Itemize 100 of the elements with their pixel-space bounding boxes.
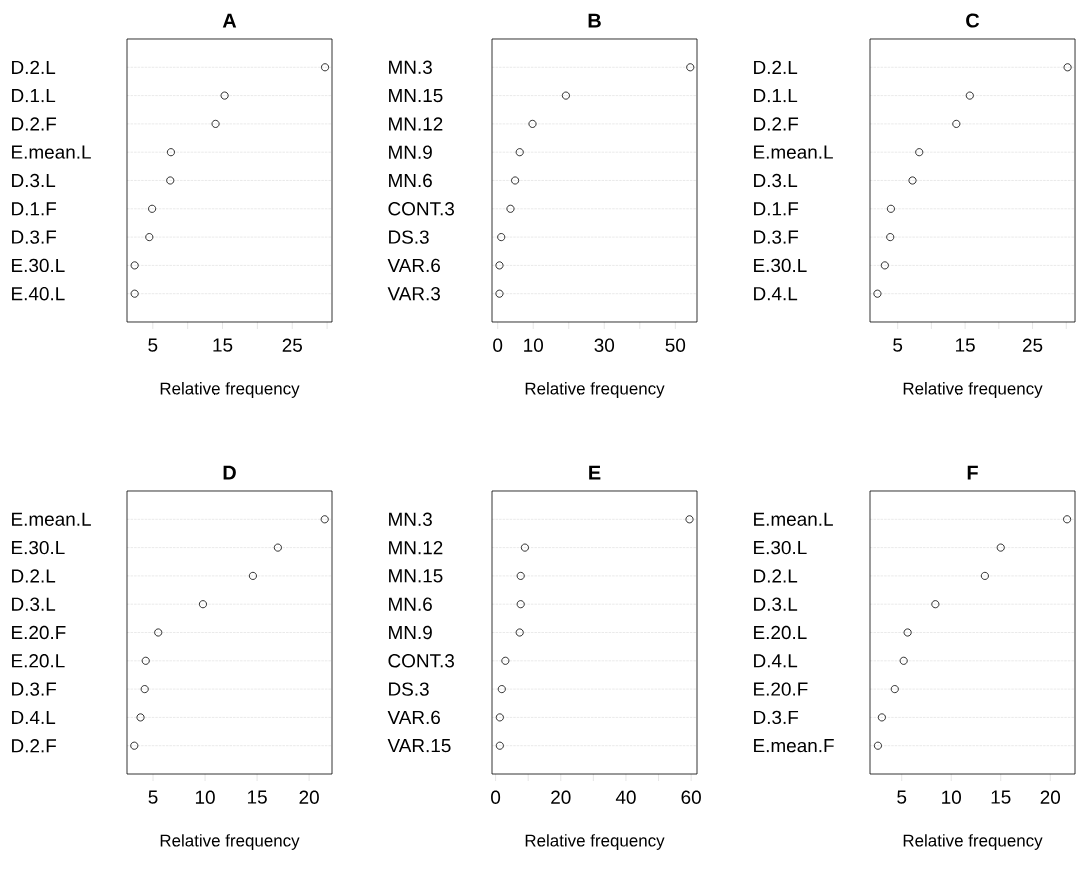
point bbox=[166, 148, 175, 157]
y-tick-label: D.2.L bbox=[754, 60, 798, 74]
point bbox=[248, 571, 257, 580]
x-axis-title: Relative frequency bbox=[160, 382, 300, 398]
point bbox=[136, 713, 145, 722]
y-tick-label: MN.12 bbox=[389, 540, 443, 555]
y-tick-label: E.20.L bbox=[12, 654, 65, 668]
chart-title: A bbox=[222, 13, 237, 28]
point bbox=[220, 91, 229, 100]
x-tick-label: 20 bbox=[1040, 790, 1061, 804]
chart-title: F bbox=[967, 465, 978, 480]
y-tick-label: D.3.L bbox=[12, 173, 56, 188]
point bbox=[506, 204, 515, 213]
point bbox=[495, 713, 504, 722]
point bbox=[890, 685, 899, 694]
point bbox=[198, 600, 207, 609]
point bbox=[495, 261, 504, 270]
point bbox=[321, 63, 330, 72]
y-tick-label: MN.15 bbox=[389, 89, 443, 103]
point bbox=[528, 119, 537, 128]
point bbox=[130, 289, 139, 298]
y-tick-label: D.1.F bbox=[12, 202, 57, 216]
y-tick-label: D.3.L bbox=[754, 173, 798, 188]
x-axis-title: Relative frequency bbox=[903, 834, 1043, 850]
y-tick-label: MN.9 bbox=[389, 625, 432, 640]
x-tick-label: 15 bbox=[213, 338, 233, 352]
y-tick-label: MN.3 bbox=[389, 512, 432, 526]
y-tick-label: E.30.L bbox=[754, 258, 807, 273]
x-tick-label: 5 bbox=[893, 338, 903, 352]
y-tick-label: D.4.L bbox=[754, 287, 798, 301]
x-tick-label: 15 bbox=[247, 790, 267, 804]
point bbox=[1063, 63, 1072, 72]
y-tick-label: D.1.F bbox=[754, 202, 799, 216]
y-tick-label: MN.12 bbox=[389, 117, 443, 131]
point bbox=[915, 148, 924, 157]
x-tick-label: 0 bbox=[491, 790, 501, 804]
y-tick-label: D.2.L bbox=[754, 569, 798, 583]
y-tick-label: MN.9 bbox=[389, 145, 432, 159]
point bbox=[686, 63, 695, 72]
y-tick-label: D.2.F bbox=[12, 117, 57, 131]
y-tick-label: E.mean.F bbox=[754, 739, 834, 753]
y-tick-label: E.40.L bbox=[12, 286, 65, 301]
point bbox=[952, 119, 961, 128]
point bbox=[685, 515, 694, 524]
y-tick-label: D.4.L bbox=[12, 710, 56, 724]
y-tick-label: D.3.F bbox=[754, 710, 799, 725]
y-tick-label: E.20.F bbox=[754, 682, 808, 696]
point bbox=[516, 600, 525, 609]
y-tick-label: D.3.F bbox=[12, 230, 57, 244]
y-tick-label: VAR.3 bbox=[387, 286, 440, 301]
x-tick-label: 5 bbox=[148, 338, 158, 352]
point bbox=[520, 543, 529, 552]
point bbox=[886, 233, 895, 242]
point bbox=[515, 148, 524, 157]
point bbox=[561, 91, 570, 100]
y-tick-label: VAR.6 bbox=[387, 258, 440, 273]
x-tick-label: 30 bbox=[594, 338, 615, 352]
point bbox=[996, 543, 1005, 552]
y-tick-label: D.3.F bbox=[12, 682, 57, 696]
x-tick-label: 5 bbox=[148, 790, 158, 804]
point bbox=[877, 713, 886, 722]
point bbox=[873, 741, 882, 750]
x-tick-label: 15 bbox=[956, 338, 975, 352]
point bbox=[141, 656, 150, 665]
chart-title: B bbox=[588, 13, 601, 28]
y-tick-label: MN.3 bbox=[389, 60, 432, 74]
y-tick-label: E.mean.L bbox=[754, 145, 833, 159]
y-tick-label: D.2.F bbox=[754, 117, 799, 131]
y-tick-label: MN.6 bbox=[389, 173, 432, 188]
y-tick-label: D.3.F bbox=[754, 230, 799, 244]
x-axis-title: Relative frequency bbox=[525, 382, 665, 398]
y-tick-label: D.2.F bbox=[12, 739, 57, 753]
x-tick-label: 20 bbox=[551, 790, 571, 804]
y-tick-label: DS.3 bbox=[389, 230, 429, 244]
point bbox=[148, 204, 157, 213]
point bbox=[497, 233, 506, 242]
y-tick-label: D.3.L bbox=[754, 597, 798, 611]
y-tick-label: D.3.L bbox=[12, 597, 56, 611]
y-tick-label: E.30.L bbox=[12, 258, 65, 273]
y-tick-label: E.20.L bbox=[754, 625, 807, 640]
point bbox=[980, 571, 989, 580]
x-tick-label: 10 bbox=[524, 338, 543, 352]
point bbox=[873, 289, 882, 298]
point bbox=[931, 600, 940, 609]
y-tick-label: E.30.L bbox=[12, 540, 65, 555]
point bbox=[495, 289, 504, 298]
chart-title: D bbox=[223, 465, 236, 480]
y-tick-label: D.4.L bbox=[754, 654, 798, 668]
point bbox=[495, 741, 504, 750]
point bbox=[515, 628, 524, 637]
point bbox=[140, 685, 149, 694]
point bbox=[516, 571, 525, 580]
y-tick-label: DS.3 bbox=[389, 682, 429, 696]
y-tick-label: E.30.L bbox=[754, 540, 807, 555]
x-tick-label: 60 bbox=[681, 790, 701, 804]
y-tick-label: D.2.L bbox=[12, 60, 56, 74]
x-tick-label: 50 bbox=[665, 338, 686, 352]
y-tick-label: VAR.15 bbox=[387, 739, 451, 753]
point bbox=[965, 91, 974, 100]
x-tick-label: 25 bbox=[282, 338, 302, 352]
